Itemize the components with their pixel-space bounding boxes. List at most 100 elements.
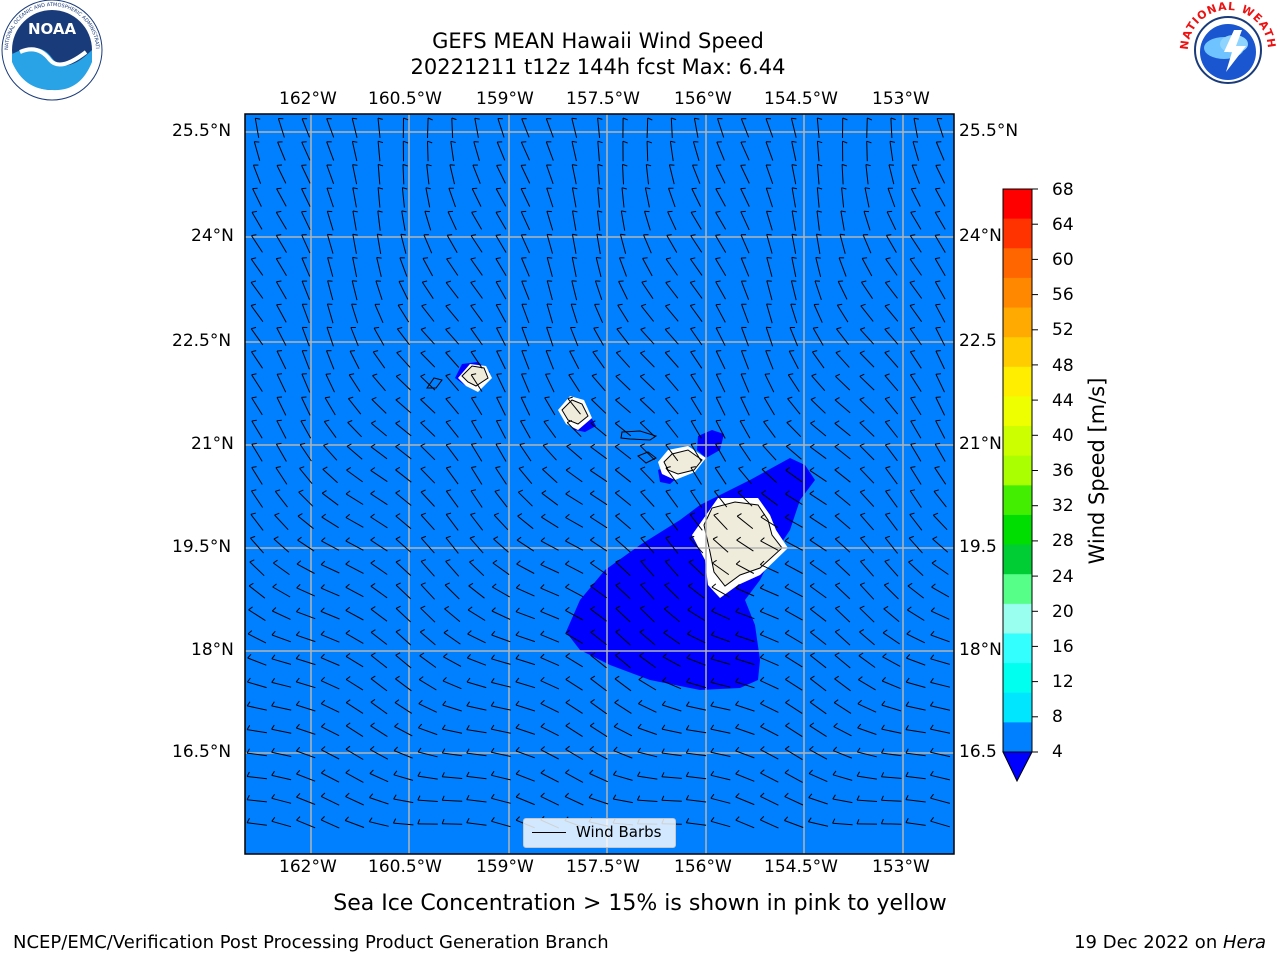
wind-barb <box>740 165 750 184</box>
wind-barb-flag <box>888 164 895 166</box>
wind-barb-flag <box>885 443 891 446</box>
wind-barb-flag <box>444 582 450 586</box>
wind-barb <box>785 678 803 691</box>
wind-barb-flag <box>856 771 861 777</box>
wind-barb-flag <box>860 512 866 516</box>
wind-barb-flag <box>885 419 891 423</box>
wind-barb-flag <box>759 653 765 658</box>
wind-barb-flag <box>860 327 866 330</box>
wind-barb-flag <box>666 234 672 236</box>
wind-barb <box>930 658 950 665</box>
wind-barb-flag <box>735 723 740 729</box>
wind-barb <box>420 352 436 368</box>
wind-barb <box>661 728 682 734</box>
wind-barb <box>884 421 898 438</box>
wind-barb <box>890 117 893 139</box>
wind-barb-flag <box>325 396 331 399</box>
wind-barb <box>254 118 260 138</box>
wind-barb-flag <box>615 559 621 563</box>
wind-barb-flag <box>445 535 451 539</box>
wind-barb-flag <box>690 257 696 260</box>
wind-barb-flag <box>735 631 740 636</box>
island-molokai-outline <box>620 430 658 441</box>
wind-barb <box>905 752 926 757</box>
wind-barb <box>394 702 413 714</box>
wind-barb-flag <box>565 513 570 518</box>
wind-barb-flag <box>395 559 401 563</box>
wind-barb-flag <box>443 629 449 634</box>
wind-barb <box>442 776 463 779</box>
wind-barb <box>590 701 607 715</box>
wind-barb <box>931 562 949 575</box>
wind-barb-flag <box>663 605 669 610</box>
wind-barb <box>862 234 872 254</box>
wind-barb <box>809 562 827 575</box>
wind-barb <box>325 373 335 393</box>
wind-barb <box>491 681 511 688</box>
wind-barb <box>836 304 849 323</box>
wind-barb-flag <box>691 210 697 213</box>
wind-barb <box>271 751 292 757</box>
wind-barb <box>495 467 507 485</box>
wind-barb <box>784 820 804 828</box>
wind-barb-flag <box>565 676 571 680</box>
wind-barb-flag <box>867 117 873 121</box>
wind-barb-flag <box>541 490 547 494</box>
wind-barb-flag <box>785 466 791 471</box>
wind-barb-flag <box>690 373 696 376</box>
wind-barb <box>470 374 483 392</box>
wind-barb <box>930 797 951 804</box>
wind-barb-flag <box>735 607 740 613</box>
wind-barb-flag <box>590 536 595 541</box>
wind-barb-flag <box>323 443 329 446</box>
wind-barb <box>784 586 803 598</box>
wind-barb-flag <box>371 396 377 400</box>
wind-barb <box>688 561 704 577</box>
wind-barb <box>370 655 388 669</box>
wind-barb <box>321 540 340 551</box>
wind-barb-flag <box>470 257 476 260</box>
wind-barb <box>858 679 876 691</box>
wind-barb-flag <box>834 536 840 540</box>
wind-barb-flag <box>785 722 790 727</box>
wind-barb-flag <box>372 373 378 377</box>
wind-barb <box>370 469 388 483</box>
wind-barb-flag <box>691 419 697 422</box>
wind-barb-flag <box>786 420 792 423</box>
wind-barb <box>639 607 655 623</box>
wind-barb <box>271 797 292 804</box>
wind-barb-flag <box>246 794 250 800</box>
wind-barb <box>443 632 461 645</box>
wind-barb-flag <box>490 724 495 730</box>
wind-barb-flag <box>393 746 398 751</box>
wind-barb <box>834 631 851 646</box>
wind-barb-flag <box>596 233 602 236</box>
wind-barb-flag <box>419 652 425 657</box>
wind-barb <box>693 118 699 138</box>
wind-barb-flag <box>466 818 470 823</box>
wind-barb <box>886 211 897 231</box>
wind-barb <box>882 656 901 667</box>
wind-barb-flag <box>908 559 914 563</box>
wind-barb <box>301 327 310 347</box>
wind-barb <box>521 280 530 300</box>
wind-barb <box>445 282 459 299</box>
wind-barb <box>345 563 364 574</box>
wind-barb-flag <box>299 466 305 469</box>
wind-barb-flag <box>491 630 496 636</box>
wind-barb <box>833 726 852 737</box>
wind-barb <box>275 443 287 462</box>
wind-barb <box>323 421 337 438</box>
wind-barb-flag <box>547 280 553 282</box>
wind-barb-flag <box>735 793 740 798</box>
wind-barb <box>866 141 868 162</box>
wind-barb <box>785 702 803 714</box>
wind-barb-flag <box>597 210 603 213</box>
wind-barb <box>540 703 560 713</box>
wind-barb <box>301 257 311 277</box>
wind-barb <box>613 798 633 804</box>
wind-barb <box>520 211 531 231</box>
wind-barb-flag <box>910 210 916 213</box>
wind-barb <box>566 445 583 460</box>
wind-barb <box>638 679 657 691</box>
